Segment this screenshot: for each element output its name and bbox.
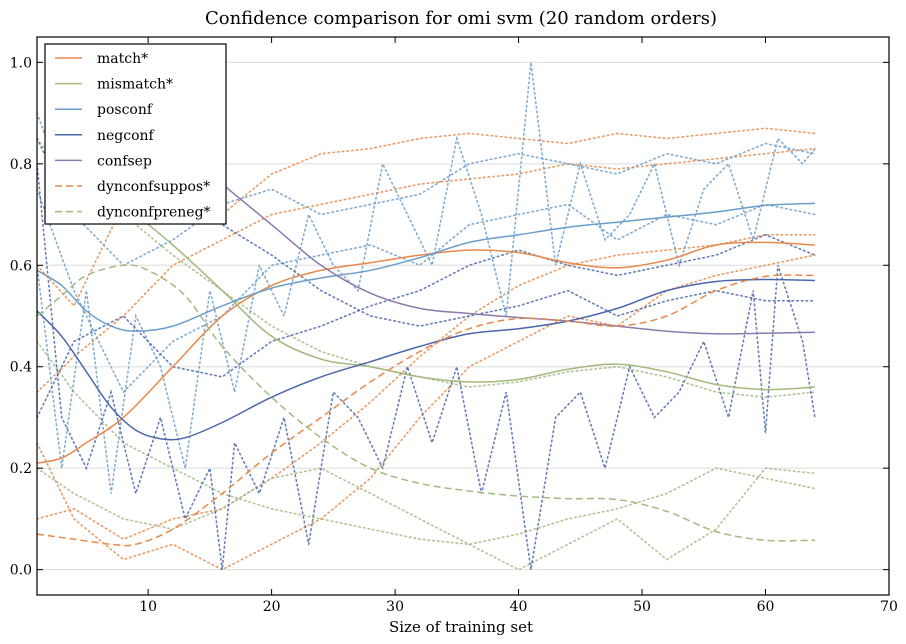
legend-label: mismatch* [97, 77, 173, 93]
x-tick-label: 60 [757, 599, 775, 615]
grid-lines [37, 61, 889, 571]
x-tick-label: 10 [139, 599, 157, 615]
x-tick-label: 30 [386, 599, 404, 615]
series-line-confsep [221, 183, 815, 335]
x-tick-label: 20 [263, 599, 281, 615]
background-trace [37, 147, 816, 393]
background-trace [37, 467, 816, 571]
series-line-mismatch [122, 203, 815, 391]
legend-label: confsep [97, 153, 152, 169]
legend-box [44, 43, 227, 225]
background-trace [37, 112, 816, 267]
y-tick-label: 0.8 [10, 157, 32, 173]
chart-title: Confidence comparison for omi svm (20 ra… [205, 8, 717, 29]
series-lines [37, 183, 815, 547]
axis-ticks: 0.0 0.2 0.4 0.6 0.8 1.0 10 20 30 40 50 60 70 [10, 37, 898, 615]
x-tick-label: 40 [510, 599, 528, 615]
series-line-dynconfpreneg [37, 264, 815, 542]
legend-label: posconf [97, 102, 154, 118]
legend-label: dynconfsuppos* [97, 179, 210, 195]
y-tick-label: 0.6 [10, 258, 32, 274]
x-tick-label: 70 [880, 599, 898, 615]
series-line-posconf [37, 202, 815, 332]
y-tick-label: 0.4 [10, 360, 32, 376]
legend-label: negconf [97, 128, 156, 144]
y-tick-label: 1.0 [10, 55, 32, 71]
legend-label: dynconfpreneg* [97, 205, 211, 221]
series-line-negconf [37, 278, 815, 441]
background-trace [37, 340, 816, 546]
background-trace [37, 233, 816, 419]
background-trace [37, 163, 816, 570]
background-trace [37, 254, 816, 571]
x-axis-label: Size of training set [389, 618, 533, 636]
plot-frame [36, 36, 890, 596]
y-tick-label: 0.0 [10, 563, 32, 579]
x-tick-label: 50 [633, 599, 651, 615]
y-tick-label: 0.2 [10, 461, 32, 477]
legend-label: match* [97, 51, 148, 67]
background-trace [37, 234, 816, 541]
background-trace [37, 188, 816, 394]
chart-legend: match* mismatch* posconf negconf confsep dync… [44, 43, 227, 225]
